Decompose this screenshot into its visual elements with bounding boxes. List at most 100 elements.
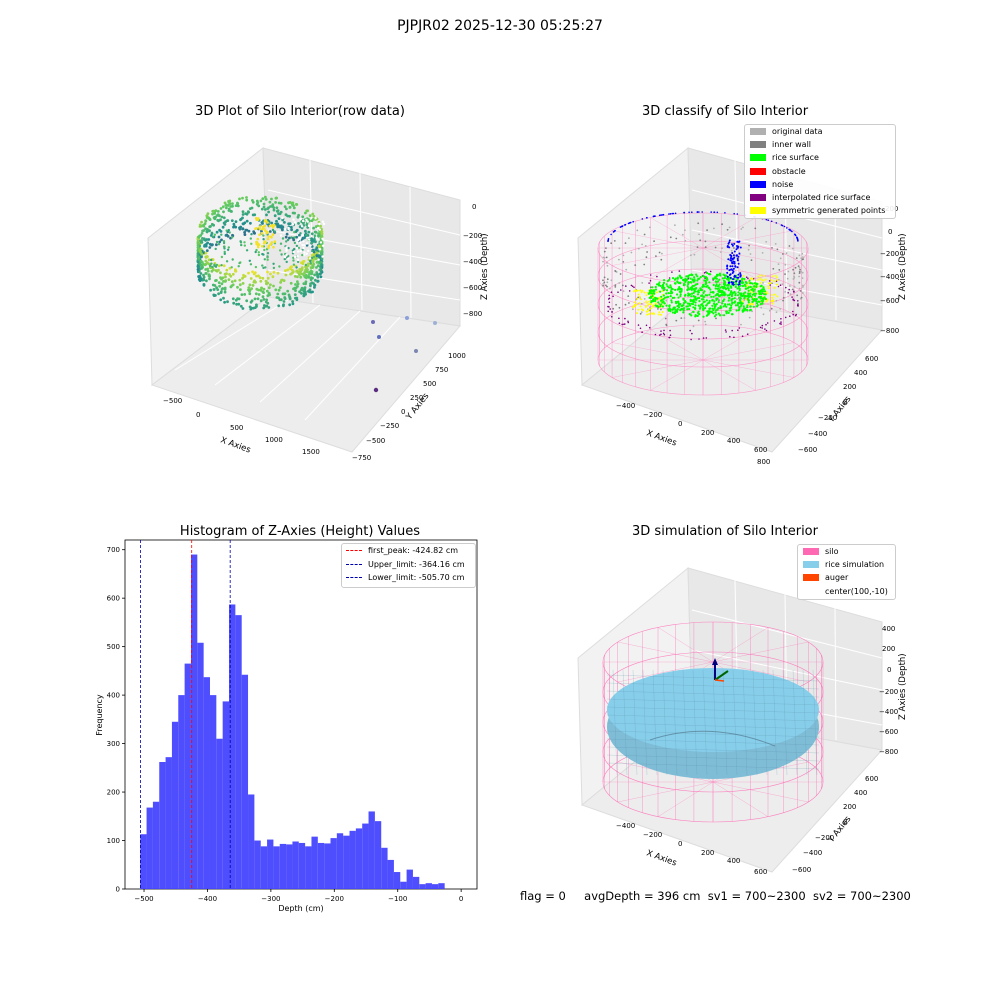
data-point [294,283,297,286]
rice-surface-point [692,298,695,302]
inner-wall-point [660,308,662,311]
data-point [312,214,316,218]
inner-wall-point [730,249,733,252]
data-point [287,226,290,230]
rice-surface-point [734,294,737,297]
inner-wall-point [653,240,655,243]
data-point [211,235,215,239]
data-point [273,224,276,227]
data-point [292,256,295,259]
rice-surface-point [654,299,657,302]
rice-surface-point [693,276,696,279]
data-point [217,268,220,272]
rice-surface-point [657,305,660,309]
rice-surface-point [763,290,767,293]
noise-point [731,265,734,268]
inner-wall-point [768,309,771,312]
data-point [314,217,317,220]
data-point [294,203,298,206]
rice-surface-point [715,273,719,276]
histogram-bar [381,847,388,889]
rice-surface-point [661,298,664,301]
data-point [307,276,311,279]
rice-surface-point [687,281,690,284]
rice-surface-point [706,310,709,313]
data-point [221,225,225,229]
data-point [317,226,320,230]
data-point [285,232,289,236]
rice-surface-point [717,307,720,310]
symmetric-point [636,297,639,300]
data-point [223,300,226,304]
inner-wall-point [798,272,801,274]
noise-point [786,227,788,229]
inner-wall-point [799,268,801,271]
interpolated-point [612,295,614,298]
simulation-legend: silo rice simulation auger center(100,-10) [797,544,896,600]
data-point [310,238,314,242]
rice-surface-point [721,299,725,303]
interpolated-point [741,335,744,337]
data-point [275,219,278,223]
data-point [230,210,233,213]
x-tick-label: −400 [198,895,217,903]
noise-point [737,262,740,265]
rice-surface-point [692,280,695,283]
histogram-bar [222,701,230,889]
histogram-bar [419,884,426,889]
rice-surface-point [707,286,710,289]
data-point [278,224,281,228]
interpolated-point [649,279,652,282]
data-point [218,240,222,244]
interpolated-point [625,285,627,287]
rice-surface-point [741,277,744,280]
surface-grid [606,706,820,714]
inner-wall-point [776,248,779,251]
legend-label: Upper_limit: -364.16 cm [368,559,465,569]
rice-surface-point [696,314,699,317]
data-point [272,266,276,270]
data-point [208,275,211,278]
legend-swatch [803,574,819,582]
histogram-bar [330,838,337,889]
data-point [301,262,305,265]
data-point [311,259,314,262]
data-point [280,253,283,256]
histogram-bar [311,836,318,889]
inner-wall-point [618,258,620,261]
data-point [217,243,221,246]
rice-surface-point [674,308,677,311]
data-point [275,196,278,200]
rice-surface-point [730,313,734,316]
data-point [299,250,302,253]
noise-point [738,240,741,243]
rice-surface-point [702,308,705,312]
y-axis-label: Y Axies [826,394,854,426]
data-point [299,217,302,221]
inner-wall-point [761,252,764,254]
rice-surface-point [667,295,670,298]
data-point [282,292,286,296]
rice-surface-point [725,312,728,315]
data-point [245,299,249,303]
data-point [309,290,313,294]
rice-surface-point [686,308,689,311]
data-point [237,265,240,268]
data-point [247,229,251,233]
simulation-3d-plot[interactable]: −400 −200 0 200 400 600 −600 −400 −200 0… [560,550,920,890]
data-point [231,258,234,261]
data-point [208,277,211,281]
raw-3d-plot[interactable]: −500 0 500 1000 1500 −750 −500 −250 0 25… [130,130,500,470]
data-point [276,271,280,275]
data-point [310,241,313,245]
interpolated-point [637,324,640,326]
inner-wall-point [674,224,676,227]
depth-histogram[interactable]: −500 −400 −300 −200 −100 0 010020030040050060… [80,530,500,920]
rice-surface-point [665,304,668,307]
simulation-plot-title: 3D simulation of Silo Interior [632,524,818,539]
inner-wall-point [615,303,617,306]
inner-wall-point [602,256,605,259]
rice-surface-point [721,285,724,288]
rice-surface-point [713,303,716,306]
data-point [270,241,274,244]
